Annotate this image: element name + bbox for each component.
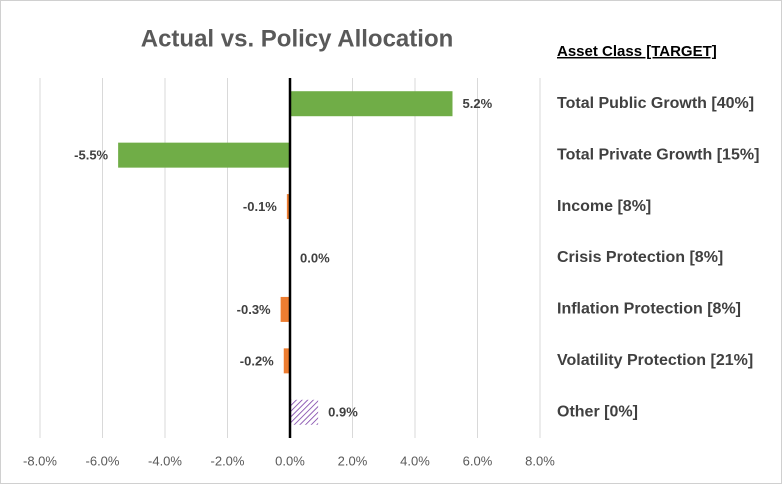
x-tick-label: 2.0% xyxy=(338,453,368,468)
legend-title: Asset Class [TARGET] xyxy=(557,43,717,60)
value-label: -5.5% xyxy=(74,148,108,163)
category-label: Crisis Protection [8%] xyxy=(557,249,723,266)
category-label: Other [0%] xyxy=(557,404,638,421)
x-tick-label: 0.0% xyxy=(275,453,305,468)
value-label: 0.9% xyxy=(328,405,358,420)
bar xyxy=(280,296,290,322)
category-label: Total Private Growth [15%] xyxy=(557,146,759,163)
x-tick-label: 6.0% xyxy=(463,453,493,468)
x-tick-label: 4.0% xyxy=(400,453,430,468)
bar xyxy=(286,194,290,220)
category-label: Total Public Growth [40%] xyxy=(557,95,754,112)
x-tick-label: -2.0% xyxy=(211,453,245,468)
value-label: -0.2% xyxy=(240,353,274,368)
x-tick-label: -4.0% xyxy=(148,453,182,468)
bar xyxy=(118,142,290,168)
x-tick-label: 8.0% xyxy=(525,453,555,468)
x-tick-label: -8.0% xyxy=(23,453,57,468)
bar xyxy=(283,348,290,374)
value-label: -0.1% xyxy=(243,199,277,214)
category-label: Income [8%] xyxy=(557,198,651,215)
value-label: -0.3% xyxy=(237,302,271,317)
bar xyxy=(290,91,453,117)
bar xyxy=(290,399,319,425)
chart-title: Actual vs. Policy Allocation xyxy=(141,25,454,52)
category-label: Inflation Protection [8%] xyxy=(557,301,741,318)
x-tick-label: -6.0% xyxy=(86,453,120,468)
value-label: 5.2% xyxy=(463,96,493,111)
value-label: 0.0% xyxy=(300,250,330,265)
category-label: Volatility Protection [21%] xyxy=(557,352,753,369)
